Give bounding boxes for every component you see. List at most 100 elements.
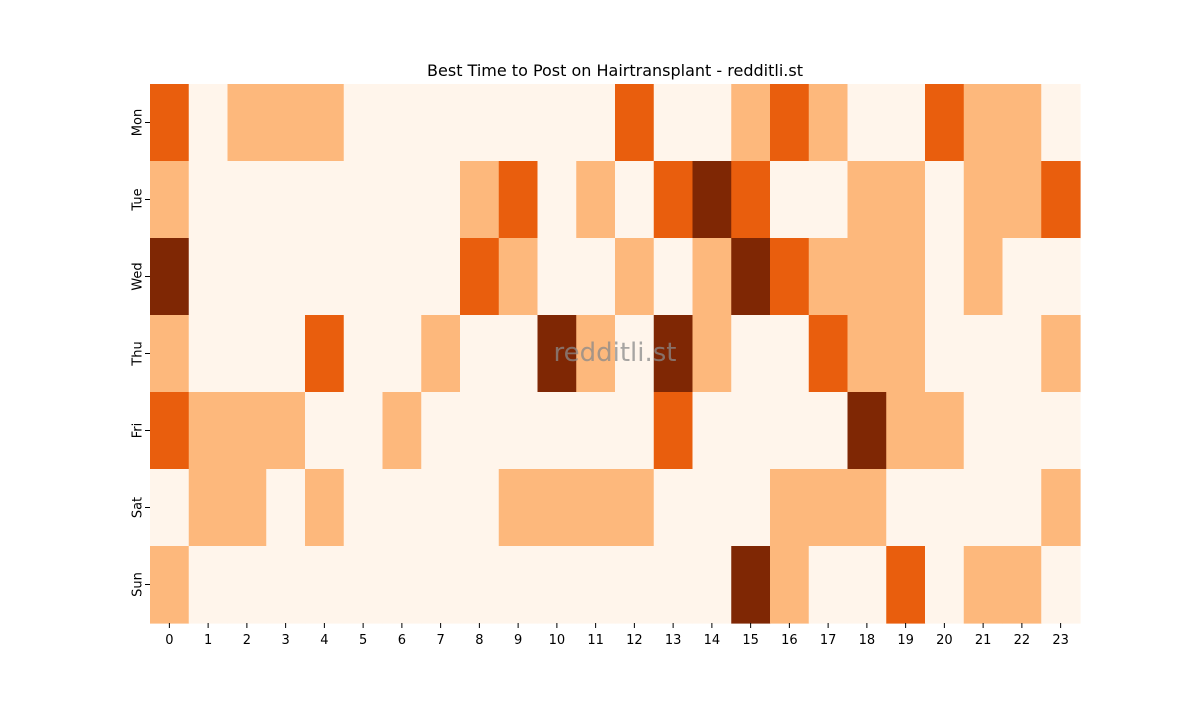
heatmap-cell-fri-4 <box>305 392 345 470</box>
heatmap-cell-thu-12 <box>615 315 655 393</box>
heatmap-cell-sun-4 <box>305 546 345 624</box>
heatmap-cell-thu-4 <box>305 315 345 393</box>
heatmap-cell-fri-22 <box>1002 392 1042 470</box>
x-tick-label: 18 <box>859 633 876 648</box>
heatmap-cell-wed-22 <box>1002 238 1042 316</box>
heatmap-cell-fri-17 <box>808 392 849 470</box>
heatmap-cell-sun-16 <box>770 546 810 624</box>
heatmap-cell-mon-11 <box>576 84 616 162</box>
x-tick-label: 20 <box>936 633 953 648</box>
heatmap-cell-fri-8 <box>460 392 500 470</box>
heatmap-cell-sun-11 <box>576 546 616 624</box>
x-tick-label: 4 <box>320 633 328 648</box>
heatmap-cell-thu-19 <box>886 315 926 393</box>
heatmap-cell-sat-2 <box>227 469 267 547</box>
heatmap-cell-wed-18 <box>847 238 887 316</box>
x-tick-label: 23 <box>1052 633 1069 648</box>
heatmap-cell-mon-1 <box>188 84 229 162</box>
heatmap-cell-wed-5 <box>343 238 384 316</box>
heatmap-cell-sat-23 <box>1041 469 1081 547</box>
heatmap-cell-mon-0 <box>150 84 190 162</box>
heatmap-cell-fri-12 <box>615 392 655 470</box>
x-tick-label: 0 <box>165 633 173 648</box>
heatmap-cell-thu-23 <box>1041 315 1081 393</box>
heatmap-cell-tue-4 <box>305 161 345 239</box>
heatmap-cell-tue-19 <box>886 161 926 239</box>
heatmap-cell-sat-3 <box>266 469 306 547</box>
watermark-text: redditli.st <box>554 338 677 368</box>
heatmap-cell-mon-12 <box>615 84 655 162</box>
x-tick-label: 6 <box>398 633 406 648</box>
heatmap-cell-mon-8 <box>460 84 500 162</box>
x-tick-label: 21 <box>975 633 992 648</box>
heatmap-cell-mon-17 <box>808 84 849 162</box>
heatmap-cell-sat-20 <box>925 469 965 547</box>
heatmap-cell-sun-22 <box>1002 546 1042 624</box>
heatmap-cell-fri-5 <box>343 392 384 470</box>
heatmap-cell-wed-1 <box>188 238 229 316</box>
heatmap-cell-fri-2 <box>227 392 267 470</box>
heatmap-cell-sat-13 <box>653 469 694 547</box>
heatmap-cell-wed-10 <box>537 238 577 316</box>
heatmap-cell-tue-3 <box>266 161 306 239</box>
heatmap-cell-thu-3 <box>266 315 306 393</box>
y-axis-ticks: Mon Tue Wed Thu Fri Sat Sun <box>131 109 150 597</box>
x-tick-label: 22 <box>1014 633 1031 648</box>
heatmap-cell-thu-22 <box>1002 315 1042 393</box>
x-tick-label: 14 <box>704 633 721 648</box>
x-tick-label: 10 <box>549 633 566 648</box>
heatmap-cell-sun-15 <box>731 546 771 624</box>
heatmap-cell-wed-8 <box>460 238 500 316</box>
heatmap-cell-sun-5 <box>343 546 384 624</box>
heatmap-cell-mon-3 <box>266 84 306 162</box>
x-axis-ticks: 0 1 2 3 4 5 6 7 8 9 10 11 12 13 14 15 16 17 18 19 20 21 22 23 <box>165 623 1069 648</box>
heatmap-cell-thu-17 <box>808 315 849 393</box>
x-tick-label: 16 <box>781 633 798 648</box>
heatmap-cell-wed-23 <box>1041 238 1081 316</box>
heatmap-cell-sun-20 <box>925 546 965 624</box>
heatmap-cell-wed-7 <box>421 238 461 316</box>
heatmap-cell-thu-10 <box>537 315 577 393</box>
heatmap-cell-fri-18 <box>847 392 887 470</box>
heatmap-cell-wed-17 <box>808 238 849 316</box>
heatmap-cell-thu-14 <box>692 315 732 393</box>
heatmap-cell-wed-12 <box>615 238 655 316</box>
heatmap-cell-mon-4 <box>305 84 345 162</box>
heatmap-cell-sat-7 <box>421 469 461 547</box>
heatmap-cell-sun-18 <box>847 546 887 624</box>
heatmap-cell-sat-9 <box>498 469 539 547</box>
heatmap-cell-mon-19 <box>886 84 926 162</box>
heatmap-cell-fri-7 <box>421 392 461 470</box>
heatmap-cell-tue-21 <box>963 161 1004 239</box>
heatmap-cell-thu-21 <box>963 315 1004 393</box>
heatmap-cell-wed-9 <box>498 238 539 316</box>
heatmap-cell-sun-6 <box>382 546 422 624</box>
heatmap-cell-wed-15 <box>731 238 771 316</box>
x-tick-label: 1 <box>204 633 212 648</box>
heatmap-cell-tue-11 <box>576 161 616 239</box>
heatmap-cell-fri-1 <box>188 392 229 470</box>
heatmap-cell-sat-1 <box>188 469 229 547</box>
heatmap-cell-sun-9 <box>498 546 539 624</box>
heatmap-cell-sat-14 <box>692 469 732 547</box>
heatmap-cell-thu-7 <box>421 315 461 393</box>
heatmap-cell-tue-2 <box>227 161 267 239</box>
heatmap-cell-sat-11 <box>576 469 616 547</box>
heatmap-cell-sat-10 <box>537 469 577 547</box>
heatmap-cell-mon-5 <box>343 84 384 162</box>
heatmap-cell-mon-9 <box>498 84 539 162</box>
heatmap-cell-fri-19 <box>886 392 926 470</box>
heatmap-cell-sat-15 <box>731 469 771 547</box>
heatmap-cell-sat-8 <box>460 469 500 547</box>
heatmap-cell-fri-11 <box>576 392 616 470</box>
heatmap-cell-tue-18 <box>847 161 887 239</box>
heatmap-cell-thu-13 <box>653 315 694 393</box>
heatmap-cell-tue-7 <box>421 161 461 239</box>
heatmap-cell-mon-23 <box>1041 84 1081 162</box>
heatmap-cell-mon-18 <box>847 84 887 162</box>
heatmap-cell-tue-1 <box>188 161 229 239</box>
heatmap-cell-tue-10 <box>537 161 577 239</box>
heatmap-cell-wed-20 <box>925 238 965 316</box>
